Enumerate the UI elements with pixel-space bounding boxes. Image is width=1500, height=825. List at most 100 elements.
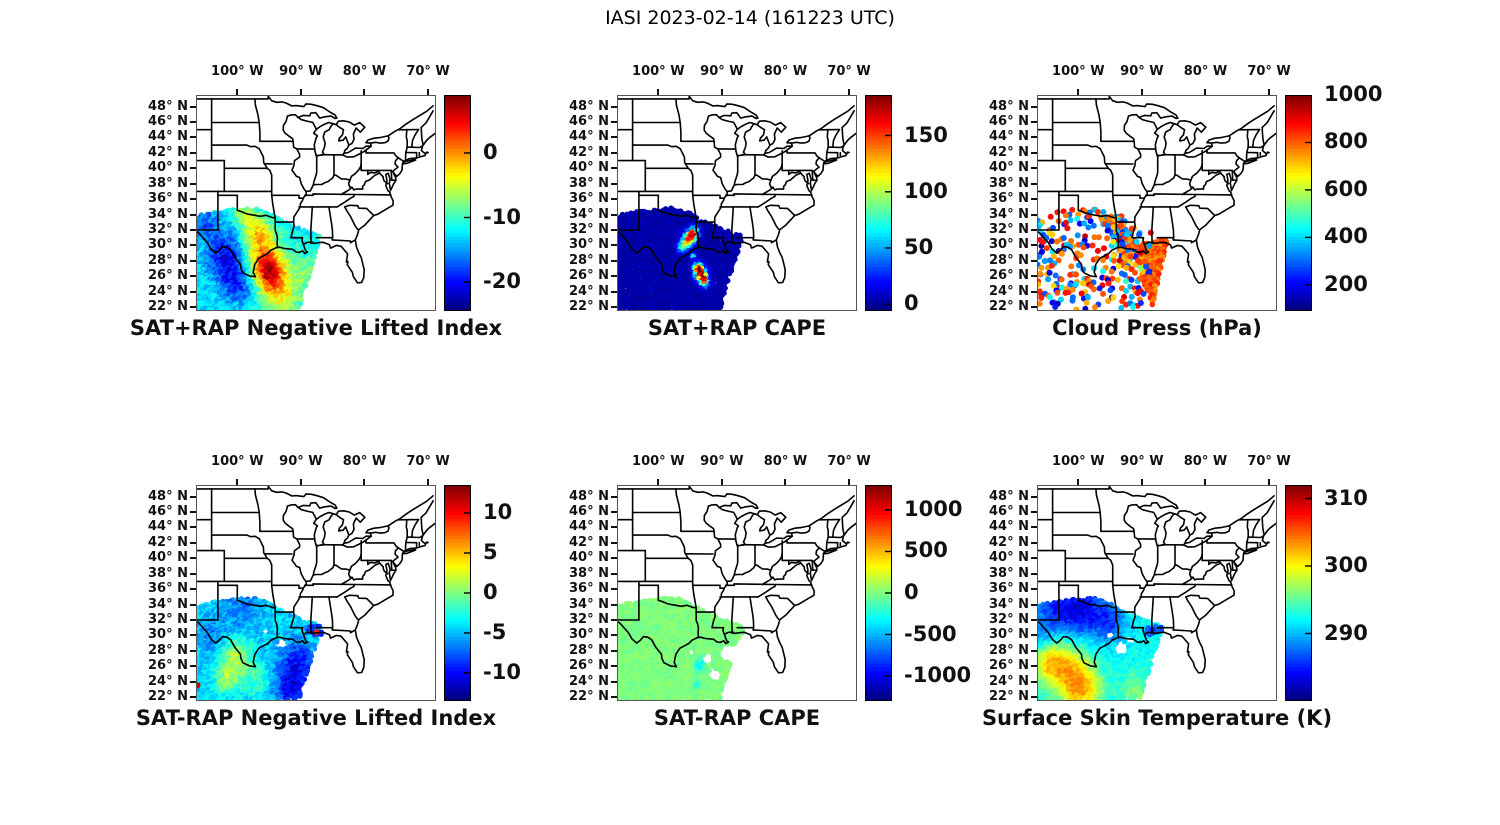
y-axis-tick-mark (611, 182, 617, 185)
x-axis-tick-mark (299, 89, 302, 95)
y-axis-tick-mark (611, 680, 617, 683)
panel-title: SAT+RAP CAPE (647, 316, 827, 340)
y-axis-tick-mark (611, 151, 617, 154)
map-canvas (617, 485, 857, 701)
y-axis-tick-mark (611, 306, 617, 309)
y-axis-tick-label: 24° N (148, 283, 188, 299)
y-axis-tick-label: 48° N (989, 488, 1029, 504)
y-axis-tick-mark (611, 259, 617, 262)
x-axis-tick-label: 70° W (827, 64, 871, 79)
y-axis-tick-label: 48° N (569, 488, 609, 504)
y-axis-tick-label: 42° N (148, 144, 188, 160)
colorbar (1285, 485, 1312, 701)
y-axis-tick-mark (190, 121, 196, 123)
x-axis-tick-mark (1140, 89, 1143, 95)
panel-surface-skin-temperature: Surface Skin Temperature (K) 310 300 290 10… (982, 454, 1368, 730)
y-axis-tick-label: 44° N (148, 519, 188, 535)
y-axis-tick-mark (1031, 665, 1037, 668)
y-axis-tick-label: 28° N (569, 642, 609, 658)
y-axis-tick-mark (1031, 121, 1037, 123)
y-axis-tick-mark (190, 198, 196, 201)
y-axis-tick-label: 46° N (148, 504, 188, 519)
y-axis-tick-label: 28° N (989, 252, 1029, 268)
x-axis-tick-mark (1268, 479, 1271, 485)
y-axis-tick-mark (1031, 696, 1037, 699)
y-axis-tick-mark (1031, 306, 1037, 309)
y-axis-tick-mark (190, 588, 196, 591)
y-axis-tick-mark (611, 649, 617, 652)
x-axis-tick-mark (784, 479, 787, 485)
x-axis-tick-label: 100° W (1052, 64, 1105, 79)
x-axis-tick-label: 70° W (406, 64, 450, 79)
x-axis-tick-mark (427, 479, 430, 485)
y-axis-tick-label: 30° N (148, 627, 188, 643)
y-axis-tick-label: 40° N (569, 550, 609, 566)
x-axis-tick-mark (784, 89, 787, 95)
x-axis-tick-label: 90° W (279, 64, 323, 79)
y-axis-tick-label: 30° N (569, 627, 609, 643)
y-axis-tick-label: 34° N (569, 206, 609, 222)
colorbar-tick-label: -10 (483, 204, 521, 229)
y-axis-tick-label: 46° N (569, 114, 609, 129)
y-axis-tick-label: 24° N (569, 673, 609, 689)
x-axis-tick-mark (1204, 89, 1207, 95)
x-axis-tick-mark (720, 479, 723, 485)
y-axis-tick-mark (611, 275, 617, 278)
colorbar-tick-label: -10 (483, 660, 521, 684)
x-axis-tick-label: 80° W (342, 64, 387, 79)
y-axis-tick-mark (190, 649, 196, 652)
y-axis-tick-label: 34° N (989, 596, 1029, 612)
map-canvas (1037, 485, 1277, 701)
y-axis-tick-label: 38° N (569, 565, 609, 581)
y-axis-tick-label: 28° N (148, 252, 188, 268)
y-axis-tick-label: 22° N (148, 299, 188, 315)
y-axis-tick-mark (190, 665, 196, 668)
y-axis-tick-label: 26° N (989, 658, 1029, 674)
colorbar-tick-label: 5 (483, 540, 498, 564)
y-axis-tick-mark (1031, 151, 1037, 154)
y-axis-tick-mark (611, 603, 617, 606)
y-axis-tick-label: 30° N (569, 237, 609, 253)
panel-sat-plus-rap-negative-lifted-index: SAT+RAP Negative Lifted Index 0 -10 -20 100… (130, 64, 521, 340)
colorbar-tick-label: 0 (483, 580, 498, 604)
y-axis-tick-mark (611, 665, 617, 668)
y-axis-tick-label: 36° N (148, 191, 188, 207)
y-axis-tick-label: 30° N (989, 237, 1029, 253)
x-axis-tick-mark (1268, 89, 1271, 95)
colorbar-tick-label: 310 (1324, 485, 1368, 510)
y-axis-tick-label: 44° N (989, 519, 1029, 535)
x-axis-tick-mark (299, 479, 302, 485)
x-axis-tick-label: 100° W (632, 64, 685, 79)
y-axis-tick-label: 34° N (148, 596, 188, 612)
y-axis-tick-mark (190, 603, 196, 606)
colorbar-tick-label: 100 (904, 178, 948, 203)
y-axis-tick-label: 46° N (148, 114, 188, 129)
colorbar (444, 485, 471, 701)
y-axis-tick-mark (1031, 244, 1037, 247)
x-axis-tick-mark (363, 89, 366, 95)
y-axis-tick-label: 36° N (569, 191, 609, 207)
y-axis-tick-label: 32° N (569, 612, 609, 627)
y-axis-tick-mark (1031, 619, 1037, 621)
colorbar-tick-label: 50 (904, 235, 934, 259)
y-axis-tick-label: 24° N (148, 673, 188, 689)
y-axis-tick-label: 36° N (569, 581, 609, 597)
y-axis-tick-mark (190, 306, 196, 309)
y-axis-tick-mark (190, 275, 196, 278)
y-axis-tick-mark (1031, 588, 1037, 591)
y-axis-tick-mark (1031, 603, 1037, 606)
colorbar (1285, 95, 1312, 311)
y-axis-tick-mark (1031, 572, 1037, 575)
x-axis-tick-mark (236, 89, 239, 95)
colorbar-tick-label: 500 (904, 538, 948, 563)
y-axis-tick-mark (190, 136, 196, 139)
y-axis-tick-label: 36° N (148, 581, 188, 597)
y-axis-tick-label: 36° N (989, 581, 1029, 597)
y-axis-tick-mark (611, 229, 617, 231)
colorbar-tick-label: 0 (483, 140, 498, 165)
y-axis-tick-label: 44° N (569, 519, 609, 535)
panel-title: SAT-RAP CAPE (653, 706, 821, 730)
y-axis-tick-mark (190, 167, 196, 170)
y-axis-tick-mark (611, 557, 617, 560)
colorbar-tick-label: 1000 (904, 496, 963, 521)
